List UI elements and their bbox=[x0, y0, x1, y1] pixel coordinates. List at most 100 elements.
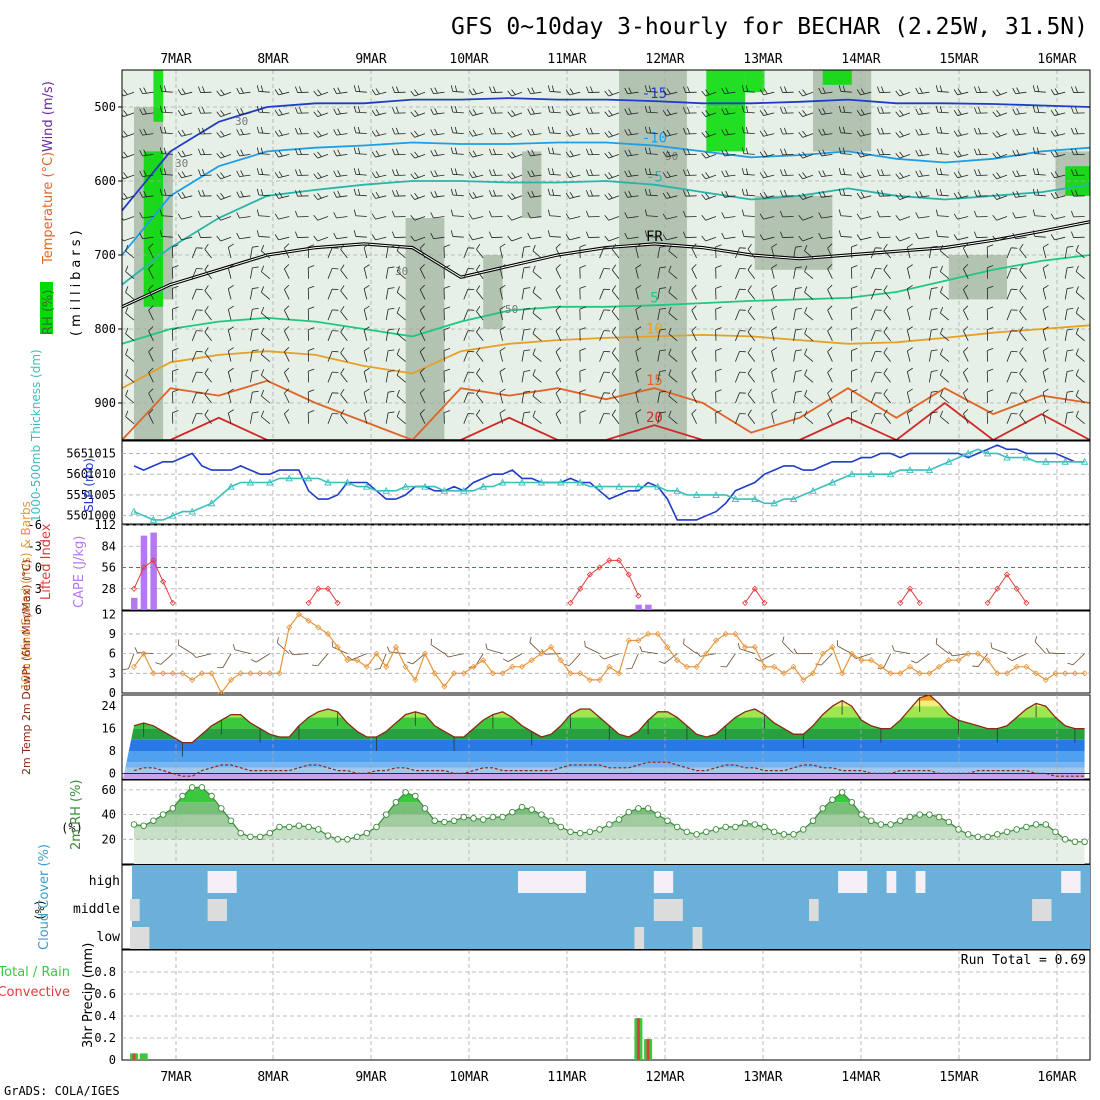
wind-barb-staff bbox=[521, 392, 525, 404]
wind-barb bbox=[856, 129, 872, 137]
wind-barb-flag bbox=[1054, 150, 1059, 157]
wind-barb-staff bbox=[705, 236, 717, 242]
wind-barb-staff bbox=[278, 91, 290, 96]
wind-barb-staff bbox=[340, 331, 348, 342]
wind-barb bbox=[818, 212, 833, 219]
wind-barb-staff bbox=[743, 215, 755, 217]
thickness-marker bbox=[751, 495, 759, 503]
wind-barb-flag bbox=[532, 389, 536, 397]
wind-barb bbox=[1050, 150, 1066, 158]
wind-barb-flag bbox=[940, 244, 944, 252]
wind-barb-flag bbox=[856, 234, 861, 241]
wind-barb bbox=[198, 148, 212, 156]
wind-barb-flag bbox=[838, 85, 842, 92]
wind-barb-staff bbox=[802, 154, 814, 159]
wind-barb bbox=[565, 234, 581, 241]
wind-barb bbox=[307, 244, 315, 259]
thickness-marker bbox=[673, 486, 681, 494]
wind-barb-flag bbox=[531, 170, 535, 177]
wind-barb-flag bbox=[992, 152, 997, 159]
thickness-tick-label: 555 bbox=[66, 488, 88, 502]
wind-barb-flag bbox=[851, 368, 858, 372]
ylabel-slp: SLP (mb) bbox=[82, 458, 96, 512]
wind-barb bbox=[793, 370, 802, 383]
wind-barb-staff bbox=[261, 250, 271, 259]
wind-barb-flag bbox=[260, 168, 264, 175]
upper-air-grid bbox=[122, 70, 1090, 440]
wind-barb-flag bbox=[198, 210, 201, 218]
wind-barb-flag bbox=[1075, 389, 1079, 397]
wind-barb-staff bbox=[883, 311, 891, 321]
wind-barb bbox=[793, 245, 802, 259]
wind-barb-staff bbox=[860, 112, 872, 116]
ylabel-precip-conv: Convective bbox=[0, 985, 70, 1000]
wind-barb-flag bbox=[877, 107, 880, 114]
wind-barb-flag bbox=[139, 129, 143, 136]
wind-barb-staff bbox=[204, 414, 212, 424]
wind-barb-flag bbox=[299, 148, 302, 155]
wind10m-barb-flag bbox=[331, 641, 334, 648]
wind-barb-flag bbox=[611, 409, 617, 416]
wind-barb-flag bbox=[611, 243, 617, 250]
wind-barb bbox=[507, 151, 523, 159]
wind-barb-staff bbox=[1064, 392, 1068, 404]
wind-barb bbox=[579, 389, 586, 404]
wind-barb-flag bbox=[784, 127, 787, 134]
wind-barb-flag bbox=[434, 87, 438, 94]
wind-barb-flag bbox=[953, 110, 958, 116]
wind-barb bbox=[450, 209, 464, 217]
wind-barb-flag bbox=[745, 147, 749, 155]
wind-barb-flag bbox=[851, 306, 858, 310]
wind-barb-staff bbox=[1015, 133, 1027, 136]
wind-barb-staff bbox=[691, 289, 697, 300]
thickness-marker bbox=[207, 499, 216, 507]
wind-barb bbox=[371, 109, 387, 116]
wind-barb bbox=[986, 389, 994, 404]
wind-barb-flag bbox=[883, 243, 888, 250]
wind-barb-flag bbox=[139, 232, 143, 239]
wind-barb-flag bbox=[608, 89, 613, 95]
wind-barb-flag bbox=[236, 150, 240, 157]
wind-barb-flag bbox=[907, 347, 913, 352]
wind-barb bbox=[198, 86, 212, 93]
wind-barb-flag bbox=[299, 107, 302, 114]
rh-green-cell bbox=[822, 70, 852, 85]
wind-barb bbox=[430, 128, 445, 136]
wind-barb-staff bbox=[883, 290, 891, 300]
wind-barb-staff bbox=[1042, 371, 1047, 383]
precip-grid bbox=[122, 950, 1090, 1060]
rh2m-marker bbox=[218, 805, 225, 812]
wind-barb bbox=[385, 245, 395, 259]
wind-barb-staff bbox=[870, 371, 876, 383]
wind-barb-flag bbox=[604, 235, 609, 242]
wind-barb-staff bbox=[499, 267, 503, 279]
wind-barb-flag bbox=[935, 188, 939, 196]
wind-barb-staff bbox=[821, 236, 833, 240]
wind-barb-staff bbox=[148, 330, 154, 341]
rh2m-marker bbox=[159, 811, 167, 818]
wind-barb bbox=[295, 231, 309, 238]
wind-barb-staff bbox=[1015, 236, 1027, 240]
wind-barb-flag bbox=[915, 108, 919, 115]
rh2m-marker bbox=[790, 831, 797, 838]
wind-barb-staff bbox=[870, 330, 876, 341]
wind-barb-flag bbox=[252, 245, 259, 248]
wind-barb bbox=[701, 151, 717, 159]
cloud-row-label: low bbox=[97, 930, 121, 945]
rh2m-marker bbox=[858, 811, 865, 818]
wind-barb-staff bbox=[937, 153, 949, 155]
wind-barb-staff bbox=[363, 288, 368, 300]
wind-barb bbox=[741, 230, 755, 238]
wind-barb-flag bbox=[256, 126, 260, 133]
wind-barb-staff bbox=[906, 247, 911, 259]
wind-barb-flag bbox=[931, 287, 938, 289]
wind-barb-flag bbox=[915, 87, 919, 94]
wind-barb-flag bbox=[611, 388, 617, 395]
wind-barb-flag bbox=[333, 232, 337, 239]
wind-barb-staff bbox=[476, 269, 484, 279]
wind-barb-flag bbox=[240, 149, 244, 156]
wind-barb-staff bbox=[250, 247, 253, 259]
wind10m-marker bbox=[645, 630, 652, 638]
wind10m-marker bbox=[615, 670, 623, 677]
